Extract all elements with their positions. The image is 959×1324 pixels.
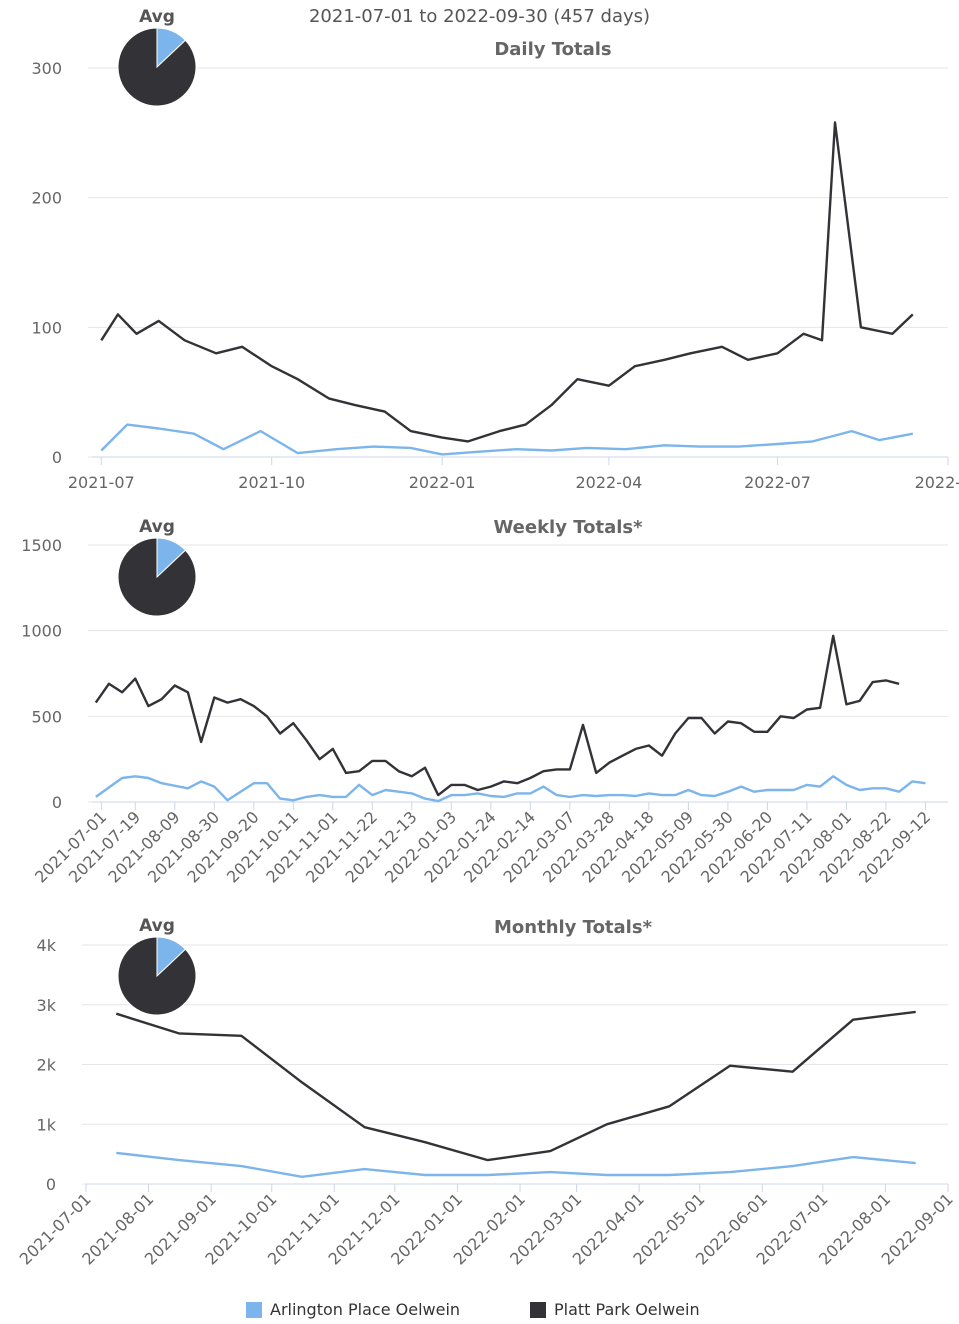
legend-label: Arlington Place Oelwein [270, 1300, 461, 1319]
x-tick-label: 2022-10 [915, 473, 959, 492]
y-tick-label: 0 [52, 793, 62, 812]
y-tick-label: 300 [31, 59, 62, 78]
x-tick-label: 2021-07 [68, 473, 135, 492]
x-tick-label: 2021-10 [238, 473, 305, 492]
chart-title: Weekly Totals* [493, 517, 643, 538]
pie-slice-platt [117, 936, 197, 1016]
date-range-subtitle: 2021-07-01 to 2022-09-30 (457 days) [308, 6, 651, 27]
y-tick-label: 1000 [21, 622, 62, 641]
y-tick-label: 4k [37, 936, 57, 955]
pie-label: Avg [139, 7, 175, 27]
chart-title: Monthly Totals* [494, 917, 653, 938]
pie-label: Avg [139, 916, 175, 936]
chart-title: Daily Totals [494, 39, 611, 60]
pie-slice-platt [117, 537, 197, 617]
y-tick-label: 3k [37, 996, 57, 1015]
y-tick-label: 500 [31, 707, 62, 726]
y-tick-label: 1500 [21, 536, 62, 555]
legend: Arlington Place Oelwein Platt Park Oelwe… [0, 1300, 959, 1324]
x-tick-label: 2022-04 [576, 473, 643, 492]
series-line-arlington [95, 775, 926, 803]
y-tick-label: 1k [37, 1115, 57, 1134]
y-tick-label: 100 [31, 318, 62, 337]
y-tick-label: 0 [46, 1175, 56, 1194]
series-line-arlington [116, 1151, 916, 1178]
daily-totals-chart: 0 100 200 300 2021-07 2021-10 2022-01 2022-04 20… [31, 7, 959, 492]
legend-item-platt[interactable]: Platt Park Oelwein [530, 1300, 700, 1319]
series-line-arlington [100, 423, 914, 456]
monthly-totals-chart: 01k2k3k4k2021-07-012021-08-012021-09-012… [16, 916, 957, 1269]
series-line-platt [115, 1010, 916, 1162]
pie-label: Avg [139, 517, 175, 537]
y-tick-label: 200 [31, 189, 62, 208]
y-tick-label: 2k [37, 1056, 57, 1075]
x-tick-label: 2022-07 [744, 473, 811, 492]
x-tick-label: 2022-01 [409, 473, 476, 492]
legend-swatch [530, 1301, 546, 1318]
weekly-totals-chart: 0500100015002021-07-012021-07-192021-08-… [21, 517, 948, 887]
series-line-platt [94, 634, 900, 797]
pie-slice-platt [117, 27, 197, 107]
series-line-platt [100, 121, 914, 443]
legend-swatch [246, 1301, 262, 1318]
legend-item-arlington[interactable]: Arlington Place Oelwein [246, 1300, 460, 1319]
legend-label: Platt Park Oelwein [554, 1300, 700, 1319]
y-tick-label: 0 [52, 448, 62, 467]
